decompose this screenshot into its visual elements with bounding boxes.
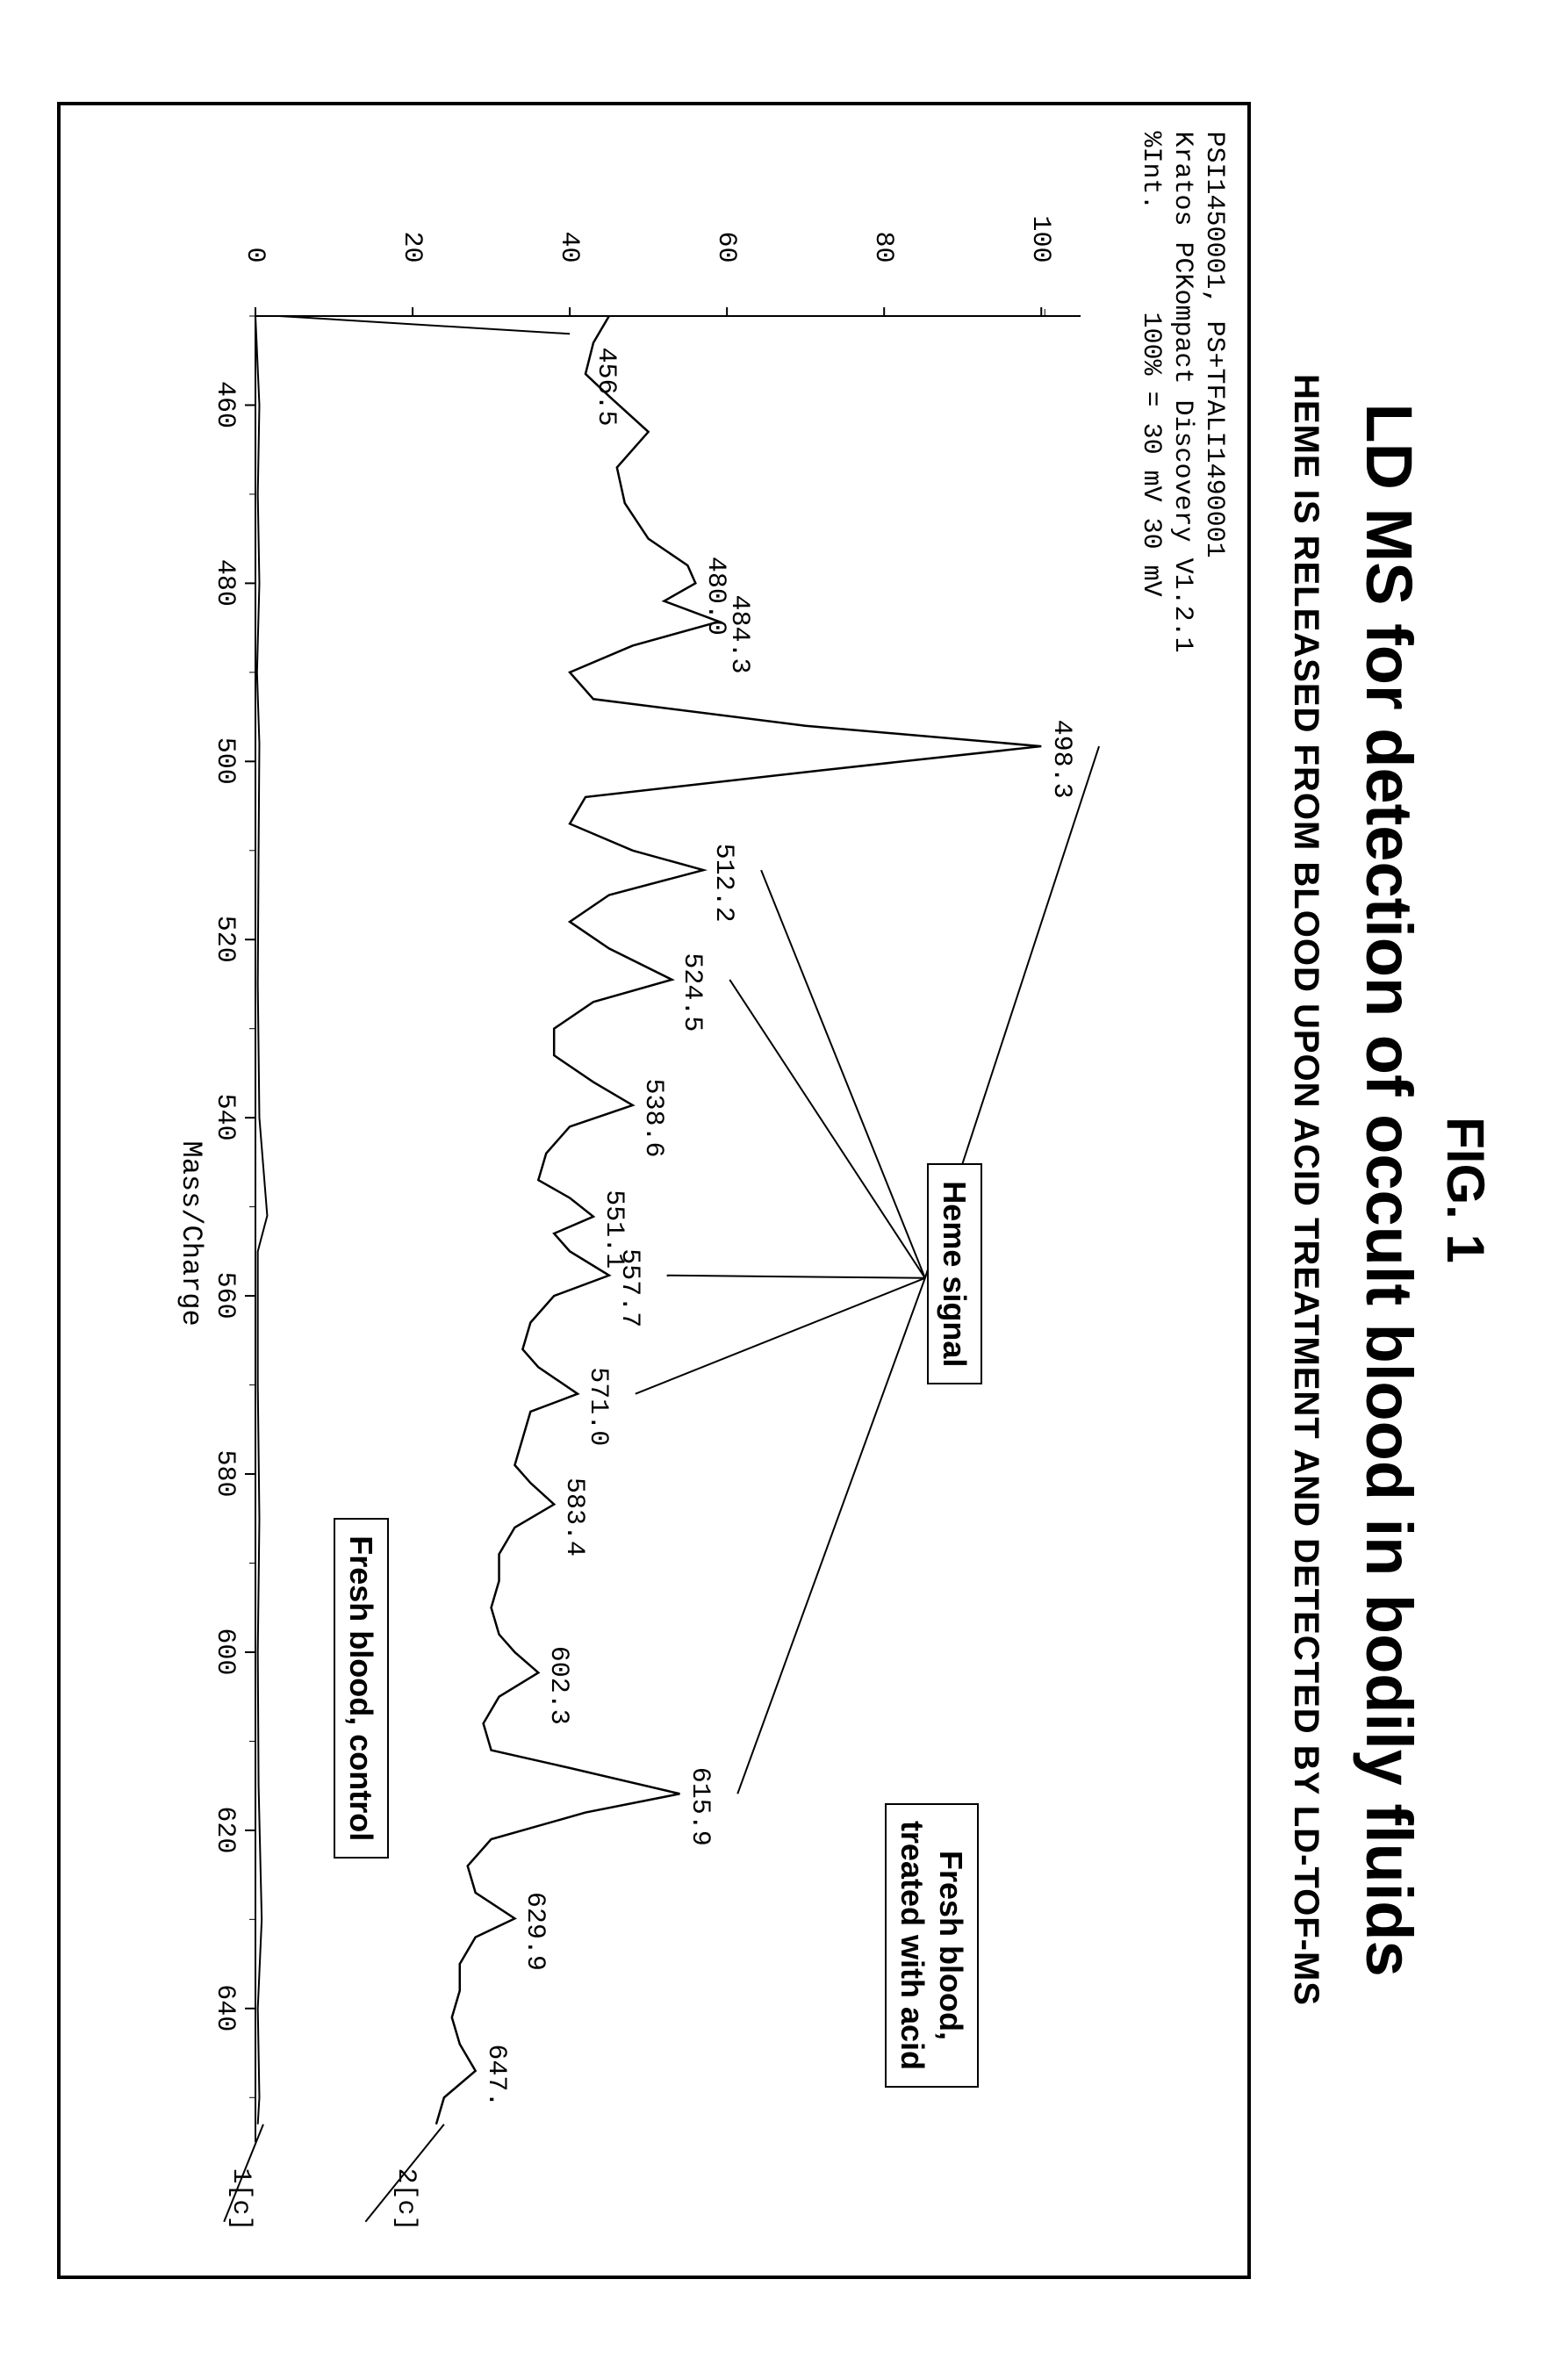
x-tick-label: 460: [210, 378, 240, 431]
peak-label: 538.6: [638, 1078, 668, 1157]
main-title: LD MS for detection of occult blood in b…: [1352, 88, 1426, 2292]
x-tick-label: 620: [210, 1803, 240, 1856]
sub-title: HEME IS RELEASED FROM BLOOD UPON ACID TR…: [1286, 88, 1325, 2292]
x-tick-label: 480: [210, 557, 240, 609]
x-tick-label: 560: [210, 1269, 240, 1322]
x-tick-label: 540: [210, 1091, 240, 1144]
control-blood-box: Fresh blood, control: [334, 1518, 389, 1859]
x-tick-label: 580: [210, 1448, 240, 1500]
y-tick-label: 80: [868, 193, 898, 263]
x-tick-label: 520: [210, 913, 240, 966]
peak-label: 498.3: [1046, 720, 1076, 799]
chart-frame: PSI1450001, PS+TFALI1490001 Kratos PCKom…: [57, 102, 1251, 2279]
peak-label: 512.2: [708, 844, 738, 923]
peak-label: 629.9: [520, 1892, 550, 1971]
y-tick-label: 100: [1025, 193, 1055, 263]
trace-label-1c: 1[c]: [226, 2168, 255, 2232]
instrument-line-3: %Int. 100% = 30 mV 30 mV: [1135, 132, 1167, 2249]
y-tick-label: 60: [711, 193, 741, 263]
treated-blood-box: Fresh blood,treated with acid: [885, 1803, 978, 2088]
figure-label: FIG. 1: [1435, 88, 1496, 2292]
peak-label: 456.5: [591, 347, 621, 426]
scale-info: 100% = 30 mV 30 mV: [1136, 313, 1166, 597]
peak-label: 524.5: [677, 953, 707, 1032]
peak-label: 571.0: [583, 1367, 613, 1446]
y-axis-unit: %Int.: [1136, 132, 1166, 211]
peak-label: 615.9: [685, 1767, 715, 1846]
heme-signal-box: Heme signal: [927, 1163, 982, 1384]
y-tick-label: 0: [240, 193, 269, 263]
y-tick-label: 20: [397, 193, 427, 263]
instrument-line-1: PSI1450001, PS+TFALI1490001: [1198, 132, 1230, 2249]
x-tick-label: 500: [210, 735, 240, 787]
trace-label-2c: 2[c]: [391, 2168, 420, 2232]
y-tick-label: 40: [554, 193, 584, 263]
peak-label: 484.3: [724, 595, 754, 674]
peak-label: 583.4: [559, 1478, 589, 1557]
instrument-line-2: Kratos PCKompact Discovery V1.2.1: [1167, 132, 1198, 2249]
x-axis-title: Mass/Charge: [175, 1141, 207, 1327]
x-tick-label: 600: [210, 1625, 240, 1678]
peak-label: 602.3: [543, 1646, 573, 1725]
peak-label: 647.: [481, 2044, 511, 2107]
peak-label: 557.7: [614, 1248, 644, 1327]
x-tick-label: 640: [210, 1981, 240, 2034]
